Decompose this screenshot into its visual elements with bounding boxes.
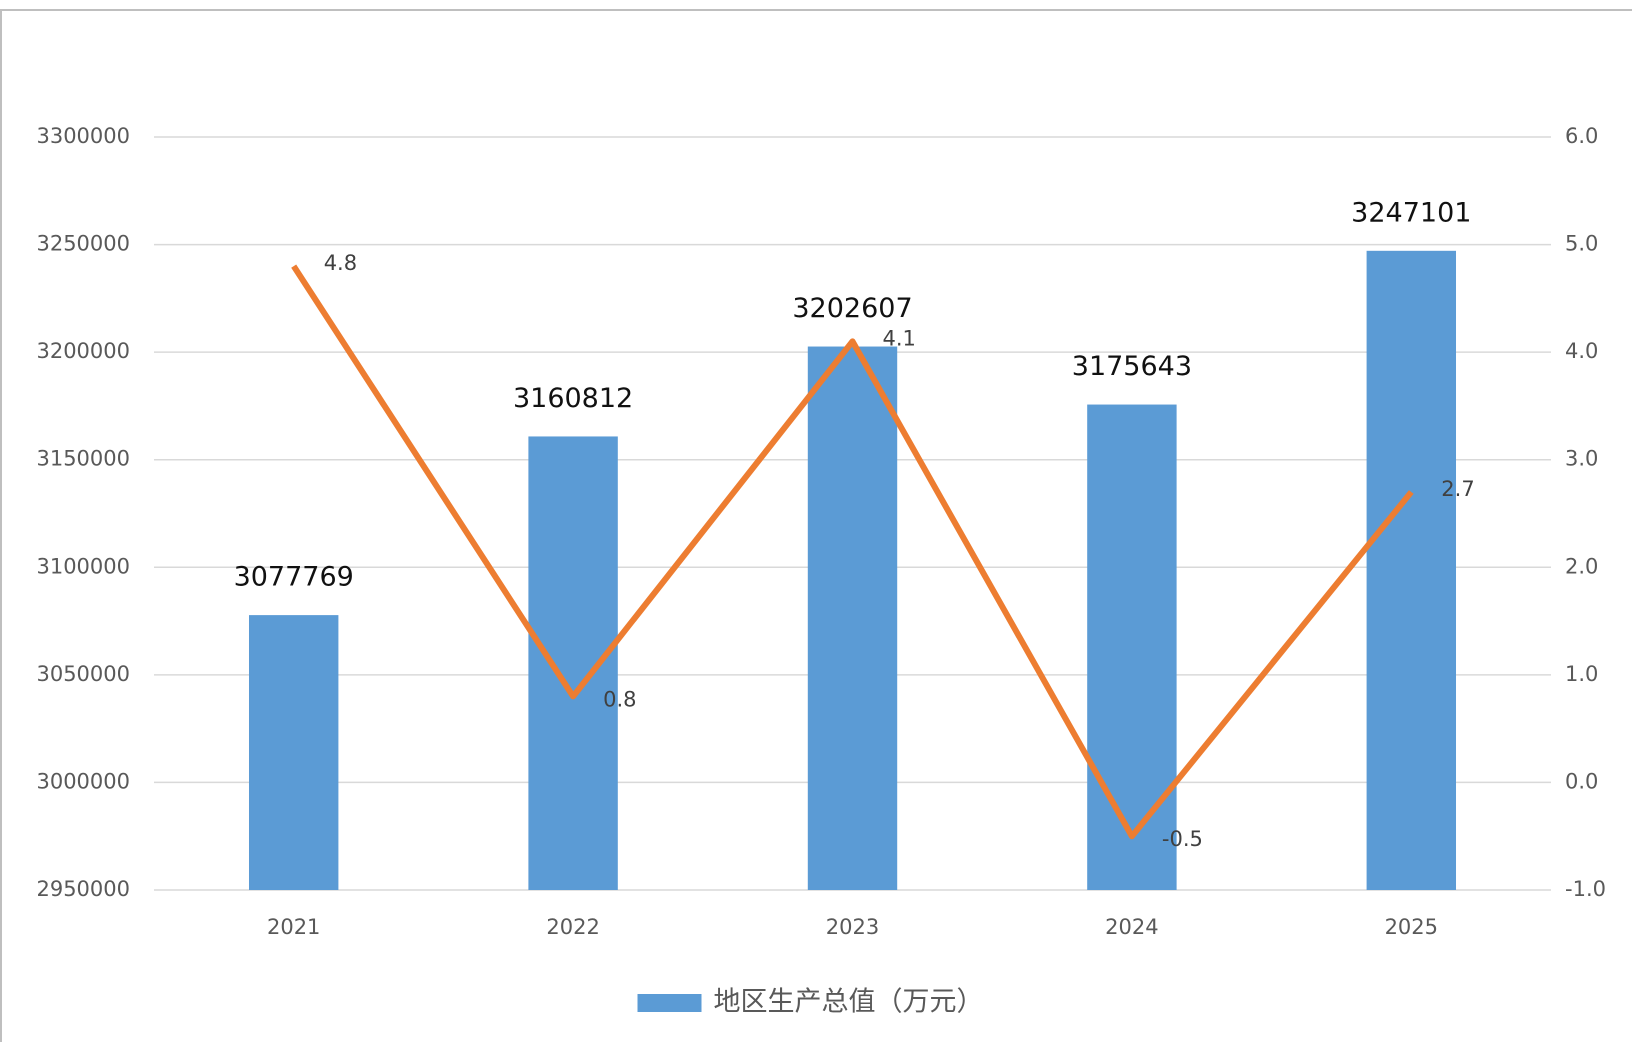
bar <box>1366 250 1457 891</box>
y2-tick-label: 3.0 <box>1565 447 1598 471</box>
y-tick-label: 3200000 <box>36 339 130 363</box>
bar <box>1087 404 1177 890</box>
bar <box>528 436 618 890</box>
bar-value-label: 3077769 <box>234 562 354 593</box>
bar <box>807 346 898 891</box>
bar <box>248 615 339 890</box>
line-value-label: 4.1 <box>883 326 916 350</box>
y-tick-label: 3000000 <box>36 769 130 793</box>
y2-tick-label: 6.0 <box>1565 124 1598 148</box>
legend-swatch <box>637 994 702 1012</box>
bar-value-label: 3175643 <box>1072 351 1192 382</box>
y2-tick-label: 4.0 <box>1565 339 1598 363</box>
y-tick-label: 3300000 <box>36 124 130 148</box>
y-tick-label: 3050000 <box>36 662 130 686</box>
y-tick-label: 3250000 <box>36 232 130 256</box>
line-value-label: -0.5 <box>1162 827 1203 851</box>
x-tick-label: 2024 <box>1105 915 1158 939</box>
x-tick-label: 2021 <box>267 915 320 939</box>
bar-value-label: 3202607 <box>792 293 912 324</box>
bar-value-label: 3160812 <box>513 383 633 414</box>
x-tick-label: 2023 <box>826 915 879 939</box>
y-tick-label: 3150000 <box>36 447 130 471</box>
legend-label: 地区生产总值（万元） <box>714 987 984 1018</box>
y2-tick-label: 2.0 <box>1565 554 1598 578</box>
line-value-label: 2.7 <box>1441 477 1474 501</box>
line-value-label: 0.8 <box>603 687 636 711</box>
y2-tick-label: 0.0 <box>1565 769 1598 793</box>
line <box>291 264 1414 840</box>
x-tick-label: 2025 <box>1385 915 1438 939</box>
bar-value-label: 3247101 <box>1351 197 1471 228</box>
y2-tick-label: 1.0 <box>1565 662 1598 686</box>
x-tick-label: 2022 <box>546 915 599 939</box>
y-tick-label: 2950000 <box>36 877 130 901</box>
y-tick-label: 3100000 <box>36 554 130 578</box>
line-value-label: 4.8 <box>324 251 357 275</box>
y2-tick-label: 5.0 <box>1565 232 1598 256</box>
chart-border <box>0 9 1632 1042</box>
y2-tick-label: -1.0 <box>1565 877 1606 901</box>
